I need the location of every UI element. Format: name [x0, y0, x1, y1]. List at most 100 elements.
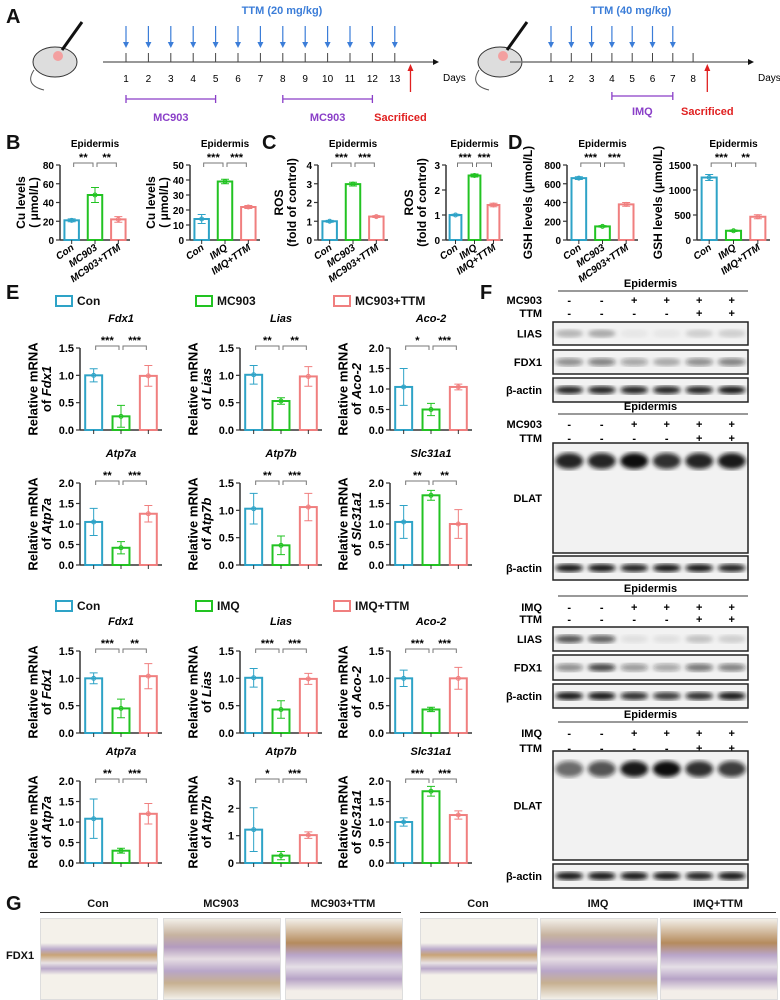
significance-bracket [331, 162, 352, 167]
y-tick-label: 500 [674, 211, 691, 222]
error-bar [67, 218, 76, 223]
chart-title: Fdx1 [108, 616, 134, 628]
data-point [118, 413, 124, 419]
significance-stars: ** [263, 470, 272, 482]
protein-band [620, 761, 649, 777]
y-tick-label: 1.5 [219, 478, 234, 490]
data-point [305, 504, 311, 510]
y-tick-label: 0.0 [219, 728, 234, 740]
y-tick-label: 0.0 [59, 728, 74, 740]
mouse-tail [30, 69, 45, 91]
data-point [92, 192, 98, 198]
mouse-tail [475, 69, 490, 91]
error-bar [144, 364, 153, 387]
y-tick-label: 0 [228, 858, 234, 870]
significance-bracket [580, 162, 601, 167]
data-point [731, 228, 736, 234]
injection-site [498, 51, 508, 61]
data-point [428, 407, 434, 412]
protein-band [620, 692, 649, 700]
significance-stars: *** [101, 335, 115, 347]
data-point [428, 788, 434, 794]
y-axis-label: (fold of control) [415, 158, 429, 247]
error-bar [89, 798, 98, 839]
condition-sign: + [729, 295, 735, 307]
condition-label: TTM [519, 433, 542, 445]
ihc-group-label: IMQ [587, 898, 609, 910]
error-bar [117, 404, 125, 428]
condition-sign: - [567, 602, 571, 614]
y-tick-label: 0.5 [59, 540, 74, 552]
condition-sign: + [729, 614, 735, 626]
protein-band [652, 564, 681, 572]
significance-bracket [476, 162, 492, 167]
error-bar [427, 402, 435, 417]
bar-chart: Epidermis GSH levels (μmol/L) 0 500 1000 1500… [651, 139, 770, 277]
y-tick-label: 0.5 [59, 838, 74, 850]
group-line [40, 912, 401, 913]
days-axis-label: Days [443, 73, 466, 84]
y-tick-label: 0 [178, 236, 184, 247]
significance-bracket [405, 480, 430, 485]
y-axis-label-gene: Atp7b [199, 498, 214, 536]
condition-sign: - [600, 728, 604, 740]
significance-stars: *** [584, 152, 598, 164]
protein-band [587, 663, 616, 672]
protein-band [555, 358, 584, 366]
y-axis-label: Relative mRNA [185, 775, 200, 869]
y-axis-label-gene: Fdx1 [39, 366, 54, 396]
protein-band [555, 564, 584, 572]
day-label: 1 [548, 74, 554, 85]
significance-bracket [405, 345, 430, 350]
data-point [278, 853, 284, 859]
data-point [455, 675, 461, 681]
y-tick-label: 30 [173, 191, 185, 202]
condition-sign: + [729, 602, 735, 614]
legend-item: IMQ+TTM [333, 599, 409, 613]
dose-arrowhead [369, 42, 376, 48]
y-tick-label: 1.0 [369, 519, 384, 531]
significance-stars: ** [741, 152, 750, 164]
ihc-image [540, 918, 658, 1000]
y-axis-label: Relative mRNA [335, 477, 350, 571]
condition-sign: - [632, 433, 636, 445]
y-tick-label: 1.0 [59, 519, 74, 531]
protein-band [587, 564, 616, 572]
condition-sign: - [567, 433, 571, 445]
chart-title: Aco-2 [415, 616, 447, 628]
ihc-group-label: Con [87, 898, 109, 910]
protein-band [652, 872, 681, 880]
y-axis-label: of Fdx1 [39, 366, 54, 412]
significance-bracket [457, 162, 473, 167]
protein-band [717, 329, 746, 338]
protein-band [620, 663, 649, 672]
y-tick-label: 0 [555, 236, 561, 247]
y-tick-label: 60 [43, 180, 55, 191]
y-tick-label: 0.0 [59, 425, 74, 437]
legend-item: MC903 [195, 294, 256, 308]
condition-sign: - [567, 728, 571, 740]
condition-sign: + [696, 614, 702, 626]
protein-band [652, 453, 681, 469]
protein-label: LIAS [517, 634, 542, 646]
protein-band [652, 761, 681, 777]
error-bar [197, 214, 206, 224]
condition-sign: - [665, 308, 669, 320]
chart-title: Epidermis [329, 139, 378, 150]
day-label: 4 [190, 74, 196, 85]
data-point [600, 223, 605, 229]
significance-bracket [96, 162, 117, 167]
day-label: 7 [670, 74, 676, 85]
blot-membrane [552, 442, 749, 554]
experimental-timeline: TTM (20 mg/kg)1 2 3 4 5 6 7 8 9 10 11 12 13 DaysMC903… [30, 5, 780, 124]
protein-band [587, 329, 616, 338]
error-bar [427, 785, 435, 797]
data-point [350, 181, 356, 187]
y-tick-label: 1 [434, 211, 440, 222]
y-axis-label-prefix: of [349, 399, 364, 415]
data-point [327, 218, 333, 224]
